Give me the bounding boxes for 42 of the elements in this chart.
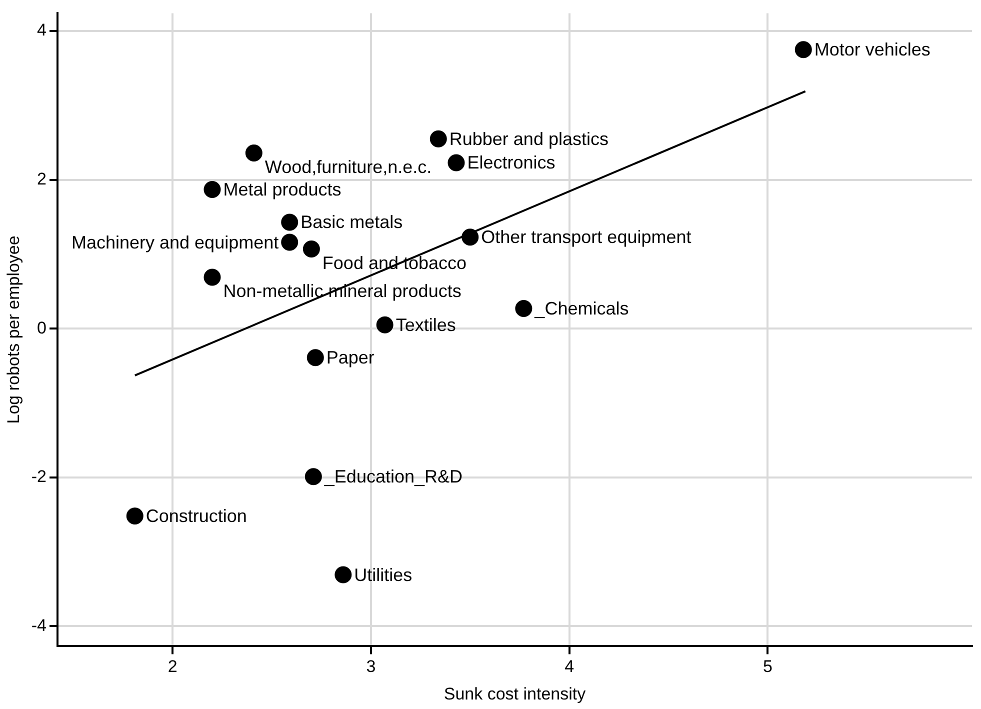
point	[302, 240, 320, 258]
point	[126, 508, 144, 525]
data-label: Wood,furniture,n.e.c.	[264, 157, 432, 178]
y-tick-label: -2	[31, 467, 47, 486]
data-label: _Chemicals	[534, 298, 629, 318]
data-label: Non-metallic mineral products	[223, 281, 462, 302]
x-axis-title: Sunk cost intensity	[444, 684, 586, 704]
point	[794, 41, 812, 58]
point	[204, 180, 221, 198]
data-label: Motor vehicles	[814, 40, 930, 60]
point	[306, 349, 324, 366]
x-tick-label: 4	[564, 657, 574, 676]
data-label: Rubber and plastics	[449, 128, 608, 149]
y-tick-label: 0	[37, 318, 47, 338]
point	[448, 154, 465, 172]
point	[334, 566, 352, 584]
point	[245, 144, 262, 162]
y-tick-label: -4	[31, 616, 47, 635]
data-label: Construction	[146, 506, 247, 526]
data-label: Other transport equipment	[481, 227, 692, 248]
x-tick-label: 3	[366, 657, 376, 676]
point	[204, 268, 221, 286]
data-label: Machinery and equipment	[71, 232, 279, 252]
point	[430, 130, 447, 148]
y-tick-label: 4	[37, 20, 47, 40]
data-label: Electronics	[467, 152, 556, 173]
point	[376, 316, 394, 334]
data-label: Utilities	[354, 564, 412, 585]
data-label: Paper	[326, 348, 374, 368]
point	[304, 468, 322, 486]
y-tick-label: 2	[37, 170, 47, 189]
data-label: _Education_R&D	[323, 466, 463, 487]
point	[515, 300, 532, 317]
x-tick-label: 2	[168, 657, 178, 676]
data-label: Textiles	[396, 314, 456, 335]
data-label: Metal products	[223, 179, 342, 200]
point	[281, 234, 298, 251]
x-tick-label: 5	[762, 657, 772, 676]
point	[281, 214, 298, 231]
data-label: Basic metals	[300, 212, 403, 232]
y-axis-title: Log robots per employee	[4, 236, 23, 424]
point	[462, 228, 479, 246]
